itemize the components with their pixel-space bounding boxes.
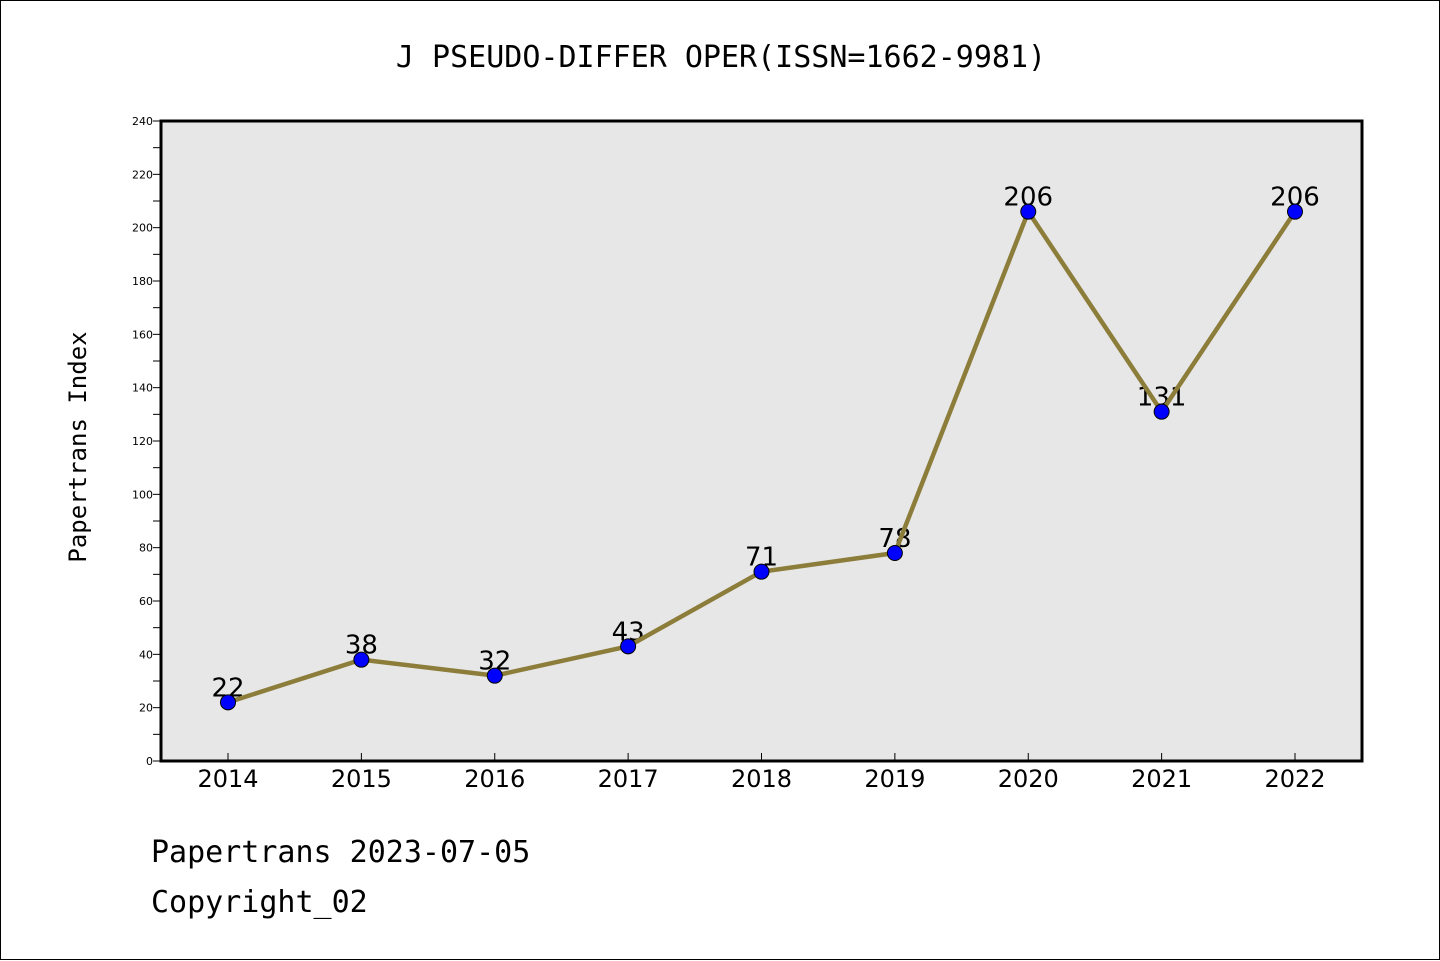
series-layer	[220, 203, 1303, 711]
footer-copyright: Copyright_02	[151, 885, 368, 920]
x-tick-label: 2020	[998, 765, 1059, 793]
y-tick-label: 140	[132, 382, 153, 395]
y-tick-label: 40	[139, 648, 153, 661]
data-point-2015	[353, 651, 370, 668]
data-point-2014	[220, 694, 236, 711]
y-tick-label: 100	[132, 488, 153, 501]
x-tick-label: 2019	[864, 765, 925, 793]
data-point-2018	[753, 563, 770, 580]
data-point-2017	[620, 638, 637, 655]
y-tick-label: 160	[132, 328, 153, 341]
data-point-2016	[486, 667, 503, 684]
x-tick-label: 2018	[731, 765, 792, 793]
y-axis-ticks: 0 20 40 60 80 100 120 140 160 180 200 220 240	[132, 115, 161, 768]
data-point-2022	[1287, 203, 1303, 220]
plot-border	[159, 119, 1364, 763]
y-tick-label: 120	[132, 435, 153, 448]
x-tick-label: 2021	[1131, 765, 1192, 793]
data-point-2021	[1153, 403, 1170, 420]
x-tick-label: 2017	[598, 765, 659, 793]
data-point-2020	[1020, 203, 1037, 220]
y-tick-label: 220	[132, 168, 153, 181]
x-tick-label: 2016	[464, 765, 525, 793]
x-axis-ticks: 2014 2015 2016 2017 2018 2019 2020 2021 2022	[197, 753, 1326, 793]
footer-date: Papertrans 2023-07-05	[151, 835, 531, 870]
y-tick-label: 0	[146, 755, 153, 768]
x-tick-label: 2022	[1264, 765, 1325, 793]
y-tick-label: 20	[139, 702, 153, 715]
y-tick-label: 200	[132, 222, 153, 235]
y-axis-label: Papertrans Index	[64, 331, 92, 562]
chart-title: J PSEUDO-DIFFER OPER(ISSN=1662-9981)	[396, 40, 1046, 75]
y-tick-label: 80	[139, 542, 153, 555]
y-tick-label: 240	[132, 115, 153, 128]
x-tick-label: 2015	[331, 765, 392, 793]
data-point-2019	[886, 545, 903, 561]
y-tick-label: 180	[132, 275, 153, 288]
y-tick-label: 60	[139, 595, 153, 608]
x-tick-label: 2014	[197, 765, 258, 793]
